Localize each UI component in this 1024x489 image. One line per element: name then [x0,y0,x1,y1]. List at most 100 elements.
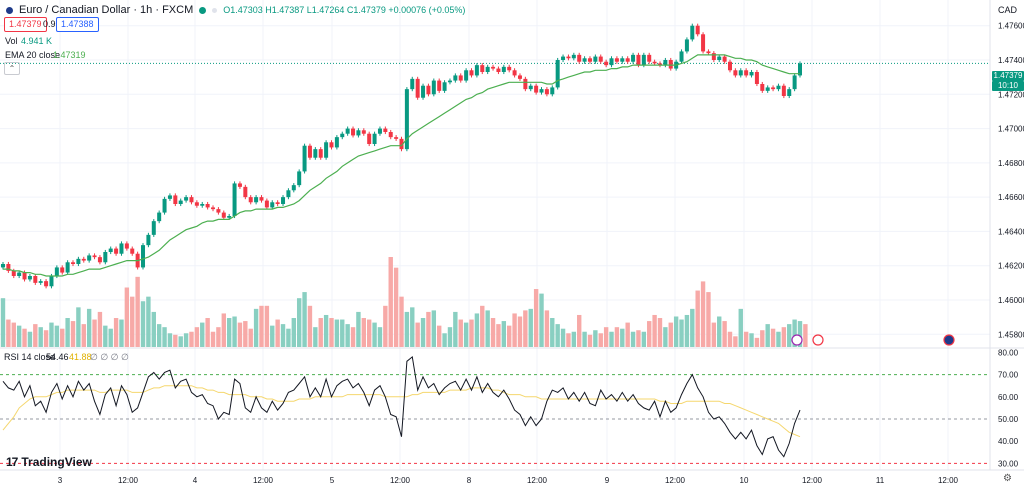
volume-bar [544,310,550,347]
candle-body [243,186,248,198]
volume-bar [582,331,587,347]
volume-bar [334,319,340,347]
ema-label[interactable]: EMA 20 close [5,50,61,60]
volume-bar [97,311,103,347]
collapse-legend-button[interactable]: ⌃ [4,62,20,75]
candle-body [108,248,113,252]
settings-gear-icon[interactable]: ⚙ [1003,473,1012,484]
time-tick-label: 12:00 [253,476,274,485]
volume-bar [517,316,523,347]
candle-body [114,248,119,254]
candle-body [555,60,560,88]
volume-bar [797,321,803,347]
candle-body [458,75,463,81]
candle-body [11,270,16,276]
volume-bar [620,328,625,347]
volume-bar [33,324,38,347]
rsi-tick-label: 70.00 [998,371,1019,380]
volume-value: 4.941 K [21,36,53,46]
volume-label[interactable]: Vol [5,36,18,46]
candle-body [281,197,286,204]
tradingview-logo[interactable]: 17 TradingView [6,455,92,469]
candle-body [205,204,210,208]
symbol-title[interactable]: Euro / Canadian Dollar · 1h · FXCM [19,4,194,16]
volume-bar [232,316,237,347]
candle-body [237,183,242,187]
candle-body [442,82,447,91]
candle-body [781,85,786,96]
volume-bar [614,327,620,347]
candle-body [221,212,226,218]
candle-body [388,132,393,138]
volume-bar [523,310,528,347]
volume-bar [760,330,765,347]
candle-body [178,200,183,204]
volume-bar [625,322,630,347]
volume-bar [706,292,711,347]
price-tick-label: 1.46200 [998,262,1024,271]
rsi-label[interactable]: RSI 14 close [4,352,56,362]
candle-body [119,243,124,254]
price-tick-label: 1.45800 [998,330,1024,339]
rsi-ma-line [2,385,801,438]
buy-price-button[interactable]: 1.47388 [56,17,99,32]
volume-bar [609,331,614,347]
volume-bar [555,324,560,347]
candle-body [211,207,216,210]
volume-bar [711,322,717,347]
candle-body [722,56,727,62]
candle-body [22,272,27,280]
volume-bar [636,330,641,347]
volume-bar [803,324,808,347]
volume-bar [507,325,512,347]
candle-body [146,234,151,246]
volume-bar [647,321,652,347]
candle-body [216,209,221,213]
volume-bar [27,331,33,347]
sell-price-button[interactable]: 1.47379 [4,17,47,32]
candle-body [286,190,291,198]
volume-bar [22,328,27,347]
time-tick-label: 12:00 [527,476,548,485]
candle-body [81,258,86,261]
volume-bar [733,336,738,347]
candle-body [587,58,592,62]
candle-body [302,145,307,172]
candle-body [738,70,743,76]
volume-bar [280,324,286,347]
candle-body [765,87,770,91]
currency-label[interactable]: CAD [998,5,1018,15]
candle-body [571,54,576,59]
volume-bar [307,305,313,347]
rsi-tick-label: 40.00 [998,437,1019,446]
volume-bar [54,325,60,347]
visibility-icon[interactable] [212,7,218,13]
volume-bar [140,301,146,347]
candle-body [744,70,749,76]
candle-body [512,70,517,76]
candle-body [38,281,43,283]
price-tick-label: 1.47600 [998,22,1024,31]
candle-body [167,195,172,199]
candle-body [297,171,302,186]
volume-bar [722,321,727,347]
candle-body [727,61,732,71]
candle-body [162,198,167,213]
volume-bar [216,327,221,347]
candle-body [464,70,469,81]
volume-bar [318,318,323,347]
time-tick-label: 12:00 [118,476,139,485]
rsi-line [2,355,801,458]
candle-body [798,63,802,76]
volume-bar [679,319,684,347]
volume-bar [673,316,679,347]
volume-bar [404,311,410,347]
candle-body [496,68,501,72]
volume-bar [700,281,706,347]
candle-body [383,128,388,132]
candle-body [44,281,49,287]
volume-bar [103,325,108,347]
event-lightning-icon [791,334,803,346]
volume-bar [474,313,480,347]
